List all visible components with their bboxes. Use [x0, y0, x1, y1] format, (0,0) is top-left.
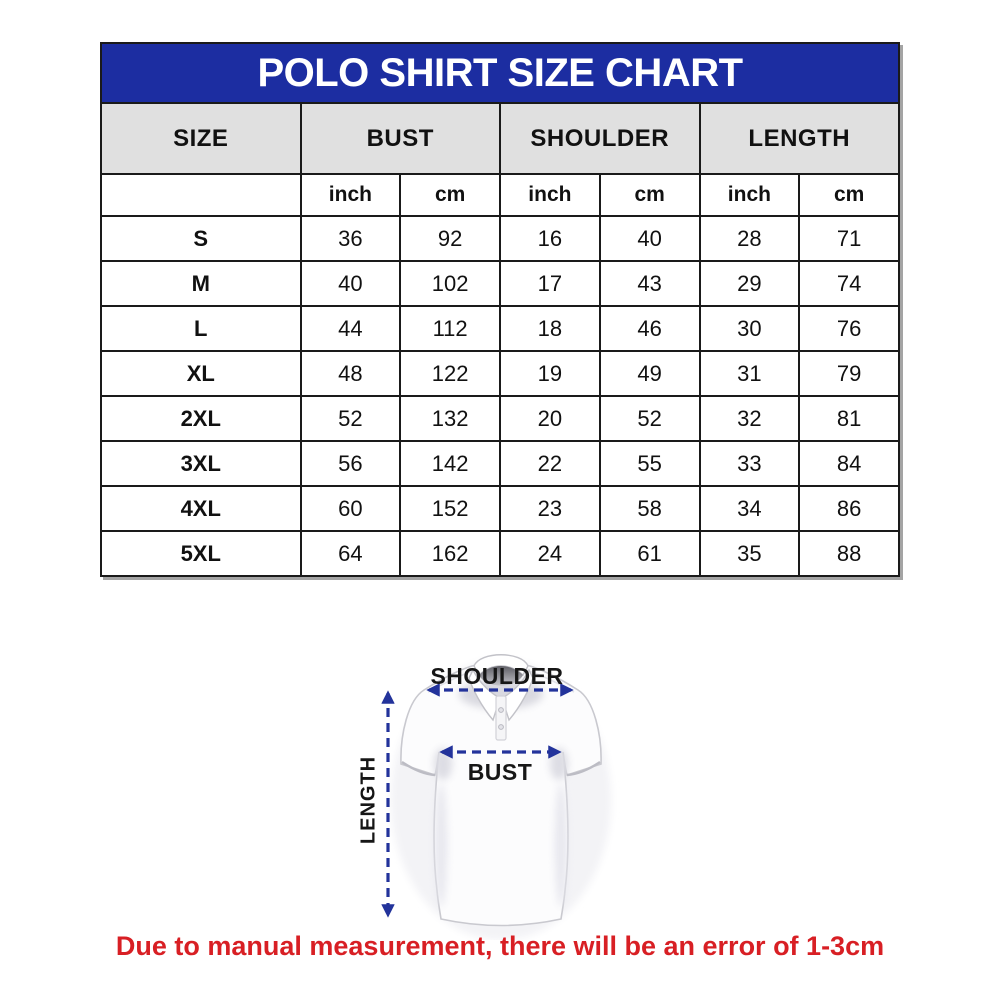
measurement-cell: 32: [698, 395, 801, 442]
measurement-cell: 16: [499, 215, 601, 262]
size-label: 5XL: [100, 530, 302, 577]
measurement-cell: 58: [598, 485, 701, 532]
measurement-cell: 86: [798, 485, 900, 532]
unit-header-shoulder-inch: inch: [499, 173, 601, 217]
measurement-cell: 49: [598, 350, 701, 397]
size-label: M: [100, 260, 302, 307]
measurement-cell: 60: [299, 485, 402, 532]
unit-header-row: inch cm inch cm inch cm: [100, 173, 900, 217]
measurement-cell: 24: [499, 530, 601, 577]
size-row: L 44 112 18 46 30 76: [100, 305, 900, 352]
title-row: POLO SHIRT SIZE CHART: [100, 42, 900, 104]
size-row: M 40 102 17 43 29 74: [100, 260, 900, 307]
measurement-cell: 43: [598, 260, 701, 307]
size-label: 3XL: [100, 440, 302, 487]
measurement-cell: 52: [299, 395, 402, 442]
unit-header-bust-cm: cm: [399, 173, 501, 217]
measurement-cell: 18: [499, 305, 601, 352]
bust-label: BUST: [467, 759, 533, 785]
measurement-cell: 84: [798, 440, 900, 487]
chart-title: POLO SHIRT SIZE CHART: [100, 42, 900, 104]
unit-header-shoulder-cm: cm: [598, 173, 701, 217]
measurement-cell: 29: [698, 260, 801, 307]
size-row: 2XL 52 132 20 52 32 81: [100, 395, 900, 442]
measurement-cell: 20: [499, 395, 601, 442]
measurement-cell: 81: [798, 395, 900, 442]
collar-inner-neck: [479, 666, 523, 686]
length-label: LENGTH: [357, 755, 380, 845]
unit-header-length-cm: cm: [798, 173, 900, 217]
measurement-cell: 79: [798, 350, 900, 397]
measurement-cell: 55: [598, 440, 701, 487]
measurement-cell: 22: [499, 440, 601, 487]
size-label: 2XL: [100, 395, 302, 442]
measurement-cell: 30: [698, 305, 801, 352]
measurement-cell: 31: [698, 350, 801, 397]
button-bottom: [498, 724, 504, 730]
unit-header-empty: [100, 173, 302, 217]
column-header-size: SIZE: [100, 102, 302, 175]
size-label: 4XL: [100, 485, 302, 532]
size-row: XL 48 122 19 49 31 79: [100, 350, 900, 397]
measurement-cell: 48: [299, 350, 402, 397]
measurement-cell: 71: [798, 215, 900, 262]
unit-header-length-inch: inch: [698, 173, 801, 217]
size-row: 4XL 60 152 23 58 34 86: [100, 485, 900, 532]
measurement-cell: 34: [698, 485, 801, 532]
size-row: 5XL 64 162 24 61 35 88: [100, 530, 900, 577]
shoulder-label: SHOULDER: [430, 663, 564, 689]
size-label: L: [100, 305, 302, 352]
measurement-cell: 33: [698, 440, 801, 487]
measurement-cell: 162: [399, 530, 501, 577]
column-header-bust: BUST: [299, 102, 501, 175]
placket: [495, 695, 507, 741]
measurement-cell: 23: [499, 485, 601, 532]
size-chart-table: POLO SHIRT SIZE CHART SIZE BUST SHOULDER…: [100, 42, 900, 577]
button-top: [498, 707, 504, 713]
side-shading-right: [555, 783, 567, 907]
measurement-cell: 76: [798, 305, 900, 352]
measurement-cell: 102: [399, 260, 501, 307]
measurement-cell: 88: [798, 530, 900, 577]
side-shading-left: [435, 783, 447, 907]
size-table-body: S 36 92 16 40 28 71 M 40 102 17 43 29 74…: [100, 215, 900, 577]
column-header-row: SIZE BUST SHOULDER LENGTH: [100, 102, 900, 175]
measurement-cell: 132: [399, 395, 501, 442]
measurement-cell: 112: [399, 305, 501, 352]
measurement-cell: 19: [499, 350, 601, 397]
size-label: XL: [100, 350, 302, 397]
measurement-cell: 35: [698, 530, 801, 577]
column-header-shoulder: SHOULDER: [499, 102, 701, 175]
measurement-cell: 122: [399, 350, 501, 397]
measurement-cell: 56: [299, 440, 402, 487]
polo-shirt-illustration: [381, 654, 611, 940]
size-chart-container: POLO SHIRT SIZE CHART SIZE BUST SHOULDER…: [100, 42, 900, 577]
measurement-cell: 92: [399, 215, 501, 262]
size-row: S 36 92 16 40 28 71: [100, 215, 900, 262]
measurement-diagram: SHOULDER BUST LENGTH: [340, 640, 680, 940]
measurement-cell: 64: [299, 530, 402, 577]
unit-header-bust-inch: inch: [299, 173, 402, 217]
sleeve-hem-left: [401, 761, 436, 777]
measurement-cell: 28: [698, 215, 801, 262]
measurement-note: Due to manual measurement, there will be…: [115, 931, 885, 961]
size-label: S: [100, 215, 302, 262]
measurement-cell: 36: [299, 215, 402, 262]
measurement-cell: 74: [798, 260, 900, 307]
measurement-cell: 40: [598, 215, 701, 262]
measurement-cell: 52: [598, 395, 701, 442]
measurement-cell: 44: [299, 305, 402, 352]
measurement-cell: 17: [499, 260, 601, 307]
sleeve-hem-right: [566, 761, 601, 777]
measurement-cell: 152: [399, 485, 501, 532]
measurement-cell: 40: [299, 260, 402, 307]
column-header-length: LENGTH: [698, 102, 900, 175]
size-row: 3XL 56 142 22 55 33 84: [100, 440, 900, 487]
measurement-cell: 142: [399, 440, 501, 487]
measurement-cell: 61: [598, 530, 701, 577]
measurement-cell: 46: [598, 305, 701, 352]
